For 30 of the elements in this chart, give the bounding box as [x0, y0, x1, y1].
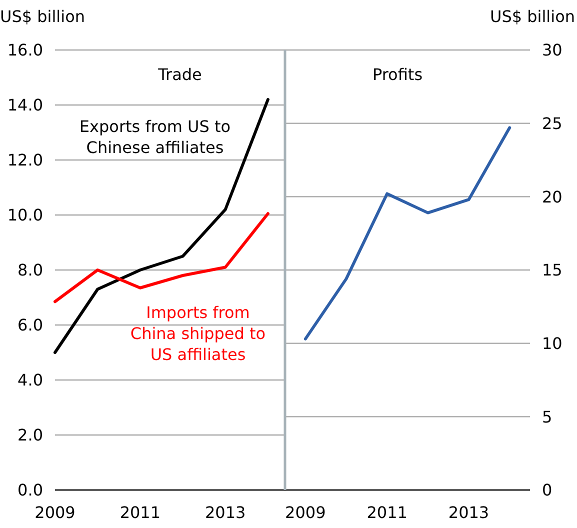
y-tick-label: 10.0: [7, 206, 43, 225]
x-tick-label: 2013: [205, 503, 246, 522]
y-tick-label: 6.0: [18, 316, 43, 335]
y2-tick-label: 5: [542, 407, 552, 426]
y-tick-label: 16.0: [7, 40, 43, 60]
y2-axis-title: US$ billion: [490, 7, 575, 26]
y-axis-title: US$ billion: [0, 7, 85, 26]
y-tick-label: 12.0: [7, 150, 43, 170]
text: Profits: [372, 65, 423, 84]
y-tick-label: 4.0: [18, 370, 43, 390]
line-series: [54, 212, 270, 304]
y2-tick-label: 15: [542, 260, 562, 280]
x-tick-label: 2009: [34, 503, 76, 522]
line-series: [304, 126, 512, 340]
x-tick-label: 2011: [366, 503, 408, 522]
y-tick-label: 0.0: [18, 480, 43, 500]
text: Trade: [157, 65, 202, 84]
series-label: Imports from China shipped to US affiliates: [130, 303, 266, 364]
y-tick-label: 2.0: [18, 426, 43, 445]
x-tick-label: 2013: [448, 503, 490, 522]
x-tick-label: 2011: [120, 503, 161, 522]
y-tick-label: 8.0: [18, 260, 43, 280]
y-tick-label: 14.0: [7, 96, 43, 115]
y2-tick-label: 10: [542, 334, 562, 353]
y2-tick-label: 30: [542, 40, 562, 60]
y2-tick-label: 20: [542, 187, 562, 206]
y2-tick-label: 0: [542, 480, 552, 500]
y2-tick-label: 25: [542, 114, 562, 133]
series-label: Exports from US to Chinese affiliates: [79, 117, 231, 157]
x-tick-label: 2009: [285, 503, 326, 522]
